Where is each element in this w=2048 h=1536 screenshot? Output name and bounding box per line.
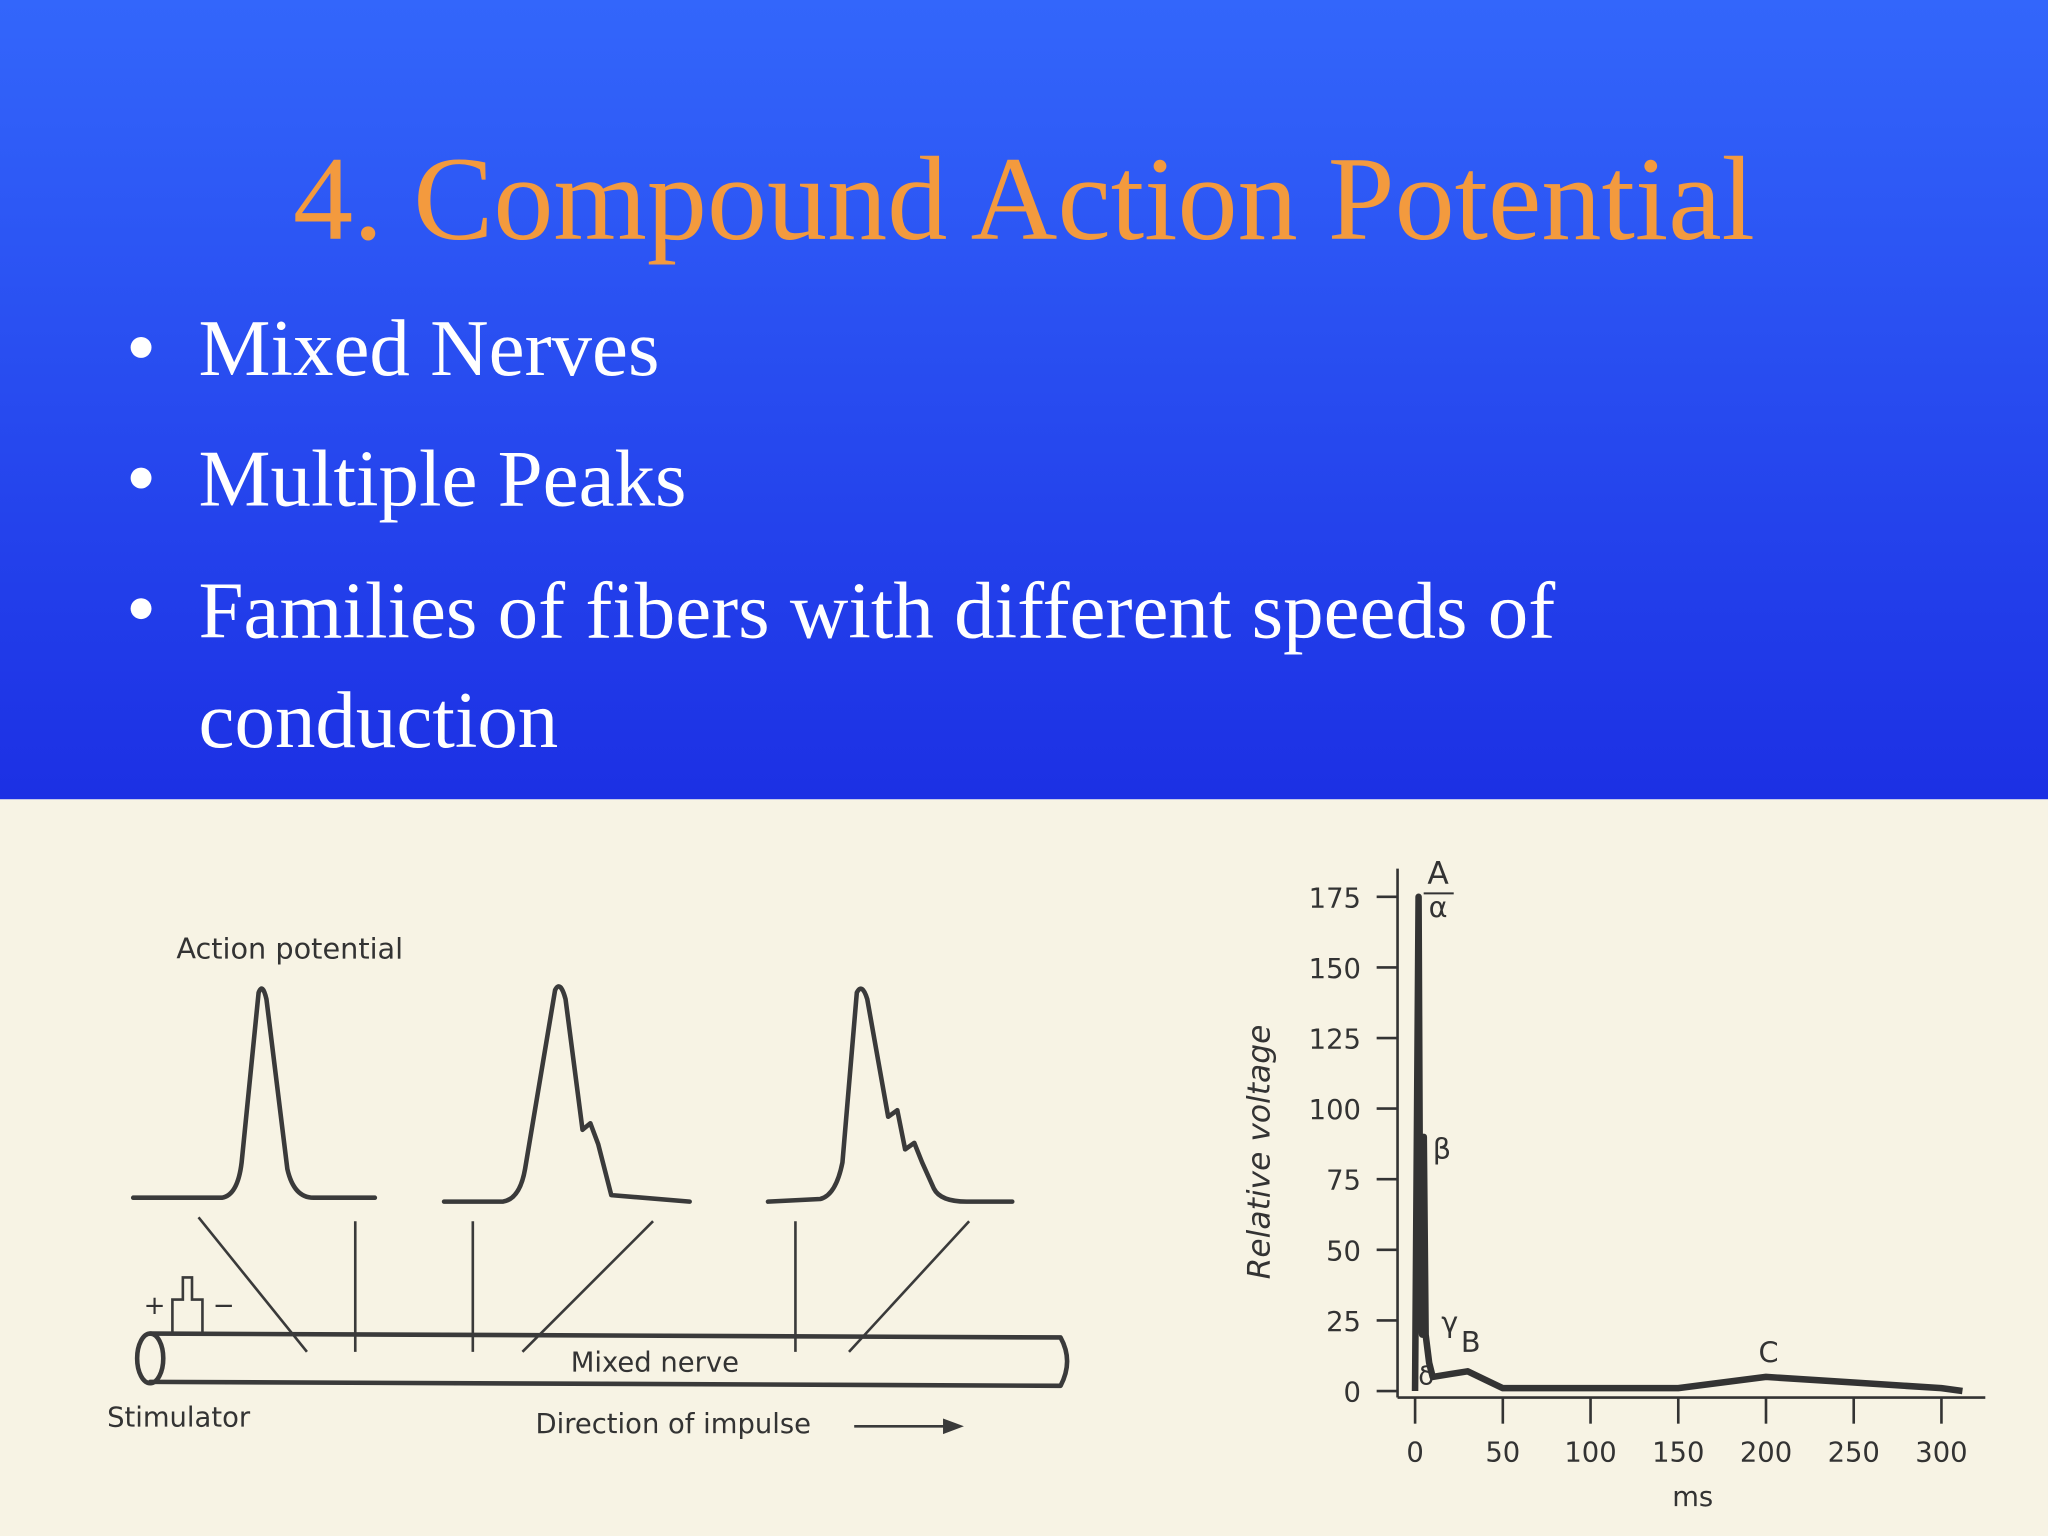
- peak-label: C: [1758, 1335, 1778, 1369]
- y-tick-label: 100: [1309, 1095, 1361, 1126]
- bullet: Families of fibers with different speeds…: [199, 565, 1556, 655]
- chart: 0 25 50 75 100 125 150 175 0 50 100 150 200 250 300 ms R…: [1242, 856, 1986, 1513]
- peak-label: δ: [1418, 1361, 1434, 1391]
- x-tick-label: 50: [1485, 1438, 1520, 1469]
- waveform: [130, 986, 378, 1200]
- x-tick-label: 150: [1652, 1438, 1704, 1469]
- bullet-dot: [130, 336, 152, 358]
- y-tick-label: 150: [1309, 954, 1361, 985]
- arrow-head: [943, 1418, 964, 1435]
- y-tick-label: 175: [1309, 883, 1361, 914]
- peak-label: B: [1461, 1325, 1481, 1359]
- nerve-end: [134, 1331, 166, 1386]
- header-background: [0, 0, 2048, 800]
- nerve-diagram: Action potential + − Mixed nerve Stimula…: [107, 932, 1070, 1440]
- y-tick-label: 50: [1326, 1236, 1361, 1267]
- bullet-list: Mixed Nerves Multiple Peaks Families of …: [130, 303, 1556, 765]
- bullet: Multiple Peaks: [199, 433, 687, 523]
- stimulator: [171, 1276, 204, 1333]
- y-tick-label: 125: [1309, 1024, 1361, 1055]
- diagram-label: Direction of impulse: [536, 1409, 811, 1440]
- x-tick-label: 300: [1915, 1438, 1967, 1469]
- bullet: Mixed Nerves: [199, 303, 660, 393]
- peak-label: A: [1427, 856, 1449, 892]
- bullet: conduction: [199, 675, 559, 765]
- waveform: [765, 986, 1015, 1204]
- x-tick-label: 100: [1564, 1438, 1616, 1469]
- bullet-dot: [130, 598, 152, 620]
- diagram-label: Stimulator: [107, 1402, 251, 1433]
- figure-background: [0, 799, 2048, 1536]
- peak-label: β: [1433, 1132, 1451, 1166]
- diagram-label: Mixed nerve: [571, 1347, 739, 1378]
- waveform: [441, 984, 692, 1204]
- y-tick-label: 25: [1326, 1307, 1361, 1338]
- stimulator-sign: +: [144, 1291, 166, 1321]
- x-tick-label: 0: [1406, 1438, 1423, 1469]
- stimulator-sign: −: [213, 1291, 235, 1321]
- peak-label: α: [1429, 890, 1448, 924]
- diagram-label: Action potential: [176, 932, 403, 966]
- x-tick-label: 200: [1740, 1438, 1792, 1469]
- y-axis-label: Relative voltage: [1242, 1025, 1278, 1280]
- bullet-dot: [130, 467, 152, 489]
- nerve: [147, 1331, 1070, 1389]
- x-tick-label: 250: [1828, 1438, 1880, 1469]
- y-tick-label: 0: [1344, 1377, 1361, 1408]
- y-tick-label: 75: [1326, 1166, 1361, 1197]
- compound-trace: [1411, 893, 1963, 1395]
- x-axis-label: ms: [1672, 1482, 1713, 1513]
- slide-title: 4. Compound Action Potential: [293, 132, 1755, 265]
- peak-label: γ: [1441, 1305, 1458, 1339]
